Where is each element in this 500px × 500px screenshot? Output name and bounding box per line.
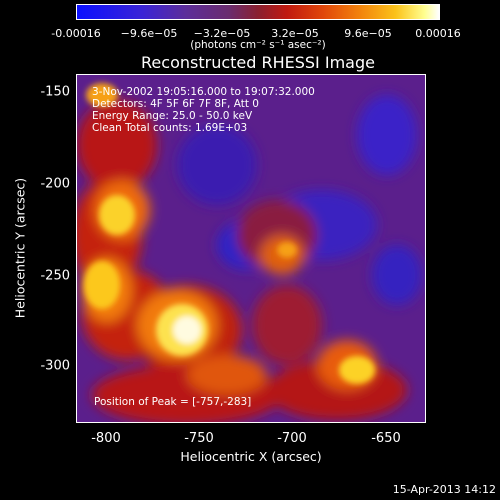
peak-position-label: Position of Peak = [-757,-283]	[94, 396, 252, 408]
detectors-label: Detectors: 4F 5F 6F 7F 8F, Att 0	[92, 98, 259, 110]
x-tick: -800	[91, 431, 121, 446]
time-range-label: 3-Nov-2002 19:05:16.000 to 19:07:32.000	[92, 86, 315, 98]
colorbar	[76, 4, 440, 20]
timestamp: 15-Apr-2013 14:12	[392, 483, 496, 496]
colorbar-tick: 0.00016	[415, 27, 461, 40]
x-tick: -700	[277, 431, 307, 446]
reconstructed-image	[76, 74, 426, 423]
y-axis-label: Heliocentric Y (arcsec)	[12, 177, 28, 319]
colorbar-tick: -0.00016	[51, 27, 101, 40]
colorbar-tick: −3.2e−05	[193, 27, 251, 40]
y-tick: -150	[40, 84, 70, 100]
y-tick: -250	[40, 268, 70, 284]
energy-range-label: Energy Range: 25.0 - 50.0 keV	[92, 110, 253, 122]
x-tick: -750	[184, 431, 214, 446]
y-tick: -200	[40, 176, 70, 192]
x-axis-label: Heliocentric X (arcsec)	[180, 449, 322, 464]
colorbar-units: (photons cm⁻² s⁻¹ asec⁻²)	[190, 39, 326, 51]
colorbar-tick: −9.6e−05	[120, 27, 178, 40]
flux-map	[77, 75, 425, 422]
colorbar-tick: 9.6e−05	[344, 27, 392, 40]
image-title: Reconstructed RHESSI Image	[141, 53, 375, 72]
colorbar-tick: 3.2e−05	[271, 27, 319, 40]
method-counts-label: Clean Total counts: 1.69E+03	[92, 122, 248, 134]
y-tick: -300	[40, 358, 70, 374]
x-tick: -650	[371, 431, 401, 446]
